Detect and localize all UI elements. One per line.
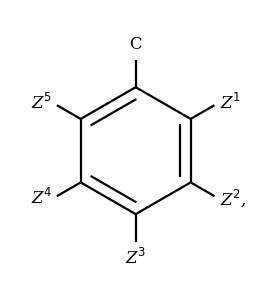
Text: Z$^{4}$: Z$^{4}$	[31, 188, 52, 208]
Text: C: C	[129, 36, 142, 53]
Text: Z$^{2}$,: Z$^{2}$,	[220, 188, 246, 209]
Text: Z$^{3}$: Z$^{3}$	[125, 248, 146, 268]
Text: Z$^{5}$: Z$^{5}$	[31, 93, 52, 113]
Text: Z$^{1}$: Z$^{1}$	[220, 93, 240, 113]
